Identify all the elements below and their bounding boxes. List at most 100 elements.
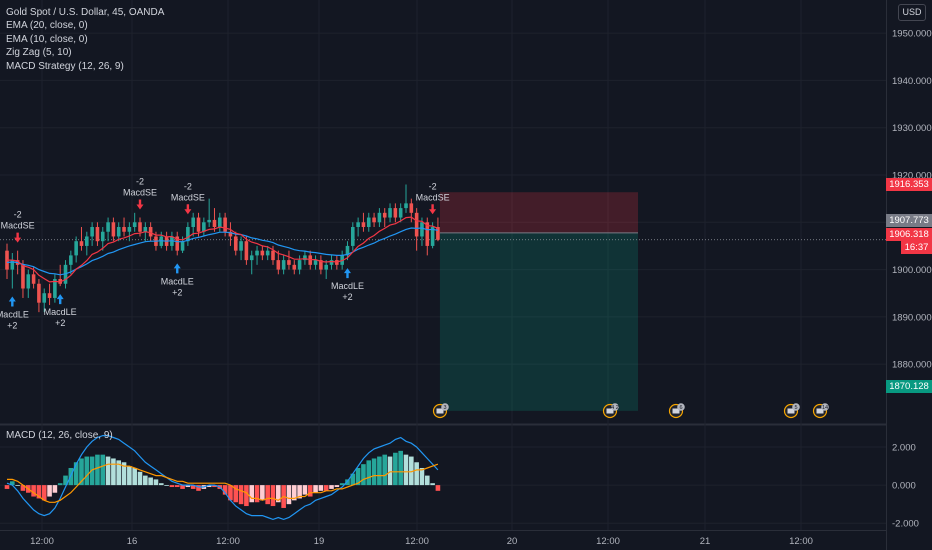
macd-histogram-bar: [84, 456, 90, 486]
time-tick-label: 12:00: [30, 536, 54, 547]
candle-body: [180, 241, 185, 251]
candle-body: [287, 260, 291, 265]
macd-histogram-bar: [158, 483, 164, 486]
last-price-tag: 1906.318: [886, 228, 932, 241]
macd-histogram-bar: [238, 485, 244, 505]
macd-histogram-bar: [409, 456, 414, 486]
candle-body: [212, 219, 217, 228]
time-tick-label: 16: [127, 536, 138, 547]
candle-body: [260, 250, 265, 256]
macd-histogram-bar: [350, 473, 356, 486]
indicator-zigzag[interactable]: Zig Zag (5, 10): [6, 47, 72, 59]
long-signal-qty: +2: [55, 318, 65, 328]
macd-histogram-bar: [249, 485, 255, 503]
event-flag-icon: [787, 408, 795, 414]
macd-histogram-bar: [212, 485, 217, 488]
candle-body: [249, 255, 254, 261]
candle-body: [345, 245, 350, 256]
short-signal-arrow: [136, 199, 144, 210]
macd-histogram-bar: [79, 458, 84, 486]
price-tick-label: 1930.000: [892, 123, 932, 134]
macd-histogram-bar: [20, 485, 26, 491]
event-count-label: 4 2: [611, 405, 619, 411]
candle-body: [42, 293, 47, 303]
macd-histogram-bar: [57, 483, 63, 486]
event-count-badge: [792, 403, 800, 411]
candle-body: [186, 227, 190, 242]
macd-histogram-bar: [254, 485, 260, 503]
long-signal-label: MacdLE: [331, 281, 364, 291]
candle-body: [265, 250, 270, 256]
macd-histogram-bar: [286, 485, 292, 505]
candle-body: [90, 227, 94, 237]
macd-histogram-bar: [63, 475, 68, 486]
price-tick-label: 1880.000: [892, 360, 932, 371]
candle-body: [116, 227, 121, 237]
candle-body: [26, 274, 31, 289]
short-signal-qty: -2: [429, 181, 437, 191]
candle-body: [233, 236, 238, 251]
short-signal-label: MacdSE: [416, 192, 450, 202]
indicator-ema10[interactable]: EMA (10, close, 0): [6, 33, 88, 45]
macd-histogram-bar: [366, 460, 372, 486]
macd-histogram-bar: [424, 475, 430, 486]
indicator-macd-strategy[interactable]: MACD Strategy (12, 26, 9): [6, 60, 124, 72]
price-tick-label: 1900.000: [892, 265, 932, 276]
long-signal-arrow: [56, 294, 64, 305]
macd-histogram-bar: [435, 485, 441, 491]
candle-body: [31, 274, 36, 284]
candle-body: [143, 227, 148, 232]
macd-histogram-bar: [414, 462, 419, 486]
candle-body: [37, 283, 41, 303]
macd-histogram-bar: [164, 485, 169, 486]
event-count-badge: [821, 403, 829, 411]
candle-body: [297, 260, 302, 270]
chart-legend: Gold Spot / U.S. Dollar, 45, OANDA EMA (…: [6, 6, 164, 73]
candle-body: [303, 255, 307, 261]
macd-panel-title[interactable]: MACD (12, 26, close, 9): [6, 430, 113, 441]
macd-histogram-bar: [41, 485, 47, 501]
candle-body: [329, 260, 334, 265]
event-count-label: 14: [822, 405, 828, 411]
current-price-tag: 1907.773: [886, 214, 932, 227]
macd-histogram-bar: [174, 485, 180, 488]
candle-body: [313, 260, 318, 265]
indicator-ema20[interactable]: EMA (20, close, 0): [6, 20, 88, 32]
time-tick-label: 12:00: [596, 536, 620, 547]
event-count-label: 3: [443, 405, 446, 411]
candle-body: [372, 217, 376, 223]
candle-body: [10, 260, 15, 270]
candle-body: [175, 236, 180, 251]
macd-histogram-bar: [307, 485, 313, 497]
macd-histogram-bar: [233, 485, 239, 503]
macd-histogram-bar: [313, 485, 318, 493]
macd-histogram-bar: [15, 485, 20, 486]
candle-body: [398, 208, 403, 218]
candle-body: [436, 227, 440, 240]
macd-histogram-bar: [180, 485, 185, 489]
candle-body: [404, 203, 408, 209]
macd-histogram-bar: [318, 485, 324, 491]
currency-button[interactable]: USD: [898, 4, 926, 21]
short-signal-arrow: [429, 204, 437, 215]
candle-body: [409, 203, 414, 213]
macd-histogram-bar: [355, 467, 361, 486]
macd-histogram-bar: [10, 481, 15, 486]
candle-body: [271, 250, 275, 261]
candle-body: [53, 279, 57, 298]
macd-histogram-bar: [323, 485, 329, 491]
candle-body: [356, 222, 360, 228]
candle-body: [393, 208, 398, 218]
price-tick-label: 1950.000: [892, 29, 932, 40]
macd-histogram-bar: [329, 485, 334, 489]
macd-histogram-bar: [137, 471, 143, 486]
macd-histogram-bar: [403, 454, 409, 486]
macd-histogram-bar: [297, 485, 302, 499]
candle-body: [414, 212, 419, 237]
time-tick-label: 12:00: [789, 536, 813, 547]
event-count-badge: [611, 403, 619, 411]
candle-body: [122, 227, 126, 232]
event-flag-icon: [606, 408, 614, 414]
candle-body: [21, 264, 25, 289]
